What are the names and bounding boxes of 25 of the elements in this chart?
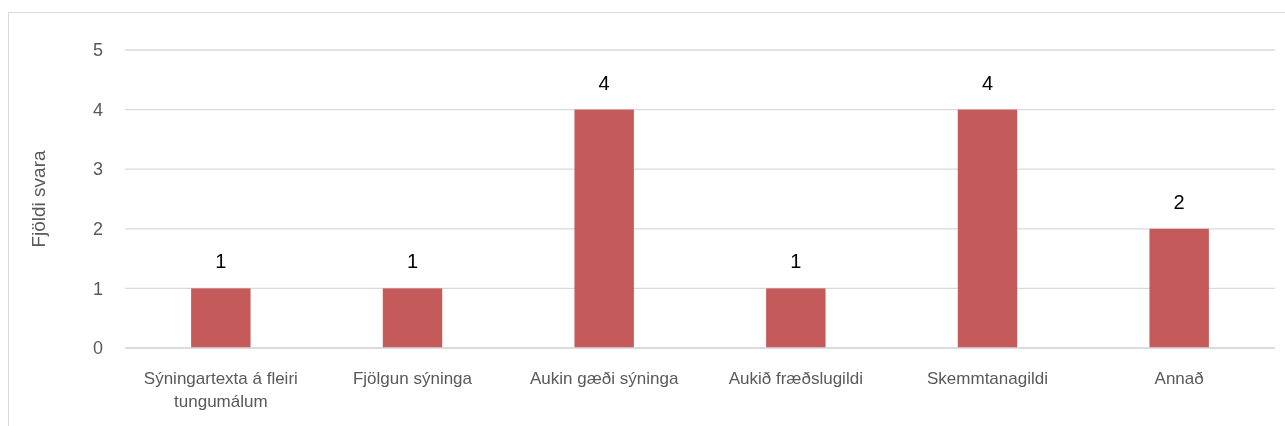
bar bbox=[1149, 228, 1209, 348]
bar bbox=[766, 288, 826, 348]
data-label: 1 bbox=[406, 250, 419, 273]
data-label: 1 bbox=[790, 250, 802, 273]
data-label: 1 bbox=[215, 250, 227, 273]
bar bbox=[957, 109, 1018, 348]
y-axis-title: Fjöldi svara bbox=[28, 150, 49, 248]
y-tick-label: 4 bbox=[92, 99, 103, 120]
x-tick-label: Annað bbox=[1154, 369, 1204, 388]
y-tick-label: 0 bbox=[92, 338, 103, 359]
y-tick-label: 3 bbox=[92, 159, 103, 180]
data-label: 4 bbox=[598, 71, 610, 94]
y-tick-label: 1 bbox=[92, 278, 103, 299]
x-tick-label: Skemmtanagildi bbox=[927, 369, 1048, 388]
x-tick-label: Aukin gæði sýninga bbox=[529, 369, 679, 388]
data-label: 4 bbox=[981, 71, 994, 94]
data-label: 2 bbox=[1173, 190, 1185, 213]
y-tick-label: 2 bbox=[92, 219, 103, 240]
bar bbox=[574, 109, 634, 348]
bar bbox=[382, 288, 443, 348]
x-tick-label: Aukið fræðslugildi bbox=[728, 369, 863, 388]
bar bbox=[191, 288, 251, 348]
x-tick-label: Fjölgun sýninga bbox=[352, 369, 473, 388]
x-tick-label: Sýningartexta á fleiri tungumálum bbox=[143, 369, 298, 411]
y-tick-label: 5 bbox=[92, 40, 103, 61]
